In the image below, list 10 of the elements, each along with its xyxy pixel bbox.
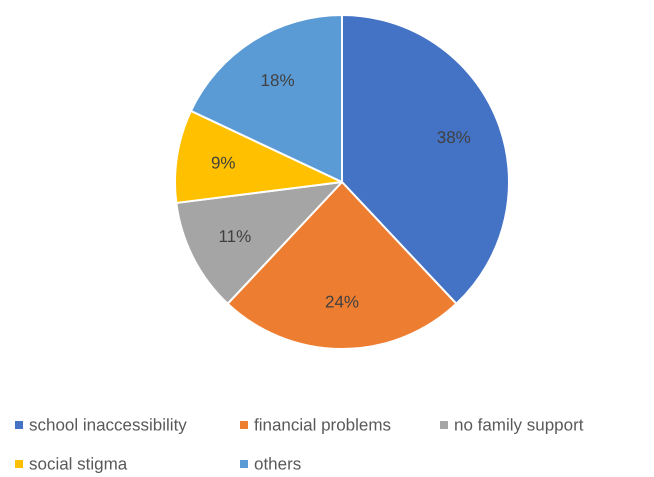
legend-label: school inaccessibility: [29, 416, 188, 434]
data-label: 18%: [260, 70, 295, 90]
data-label: 9%: [210, 154, 236, 173]
data-label: 38%: [436, 128, 471, 148]
legend-label: financial problems: [254, 416, 392, 434]
data-label: 24%: [324, 292, 360, 312]
legend-label: others: [254, 454, 302, 474]
legend-label: social stigma: [29, 454, 128, 474]
data-label: 11%: [218, 227, 252, 246]
legend-label: no family support: [454, 416, 584, 434]
